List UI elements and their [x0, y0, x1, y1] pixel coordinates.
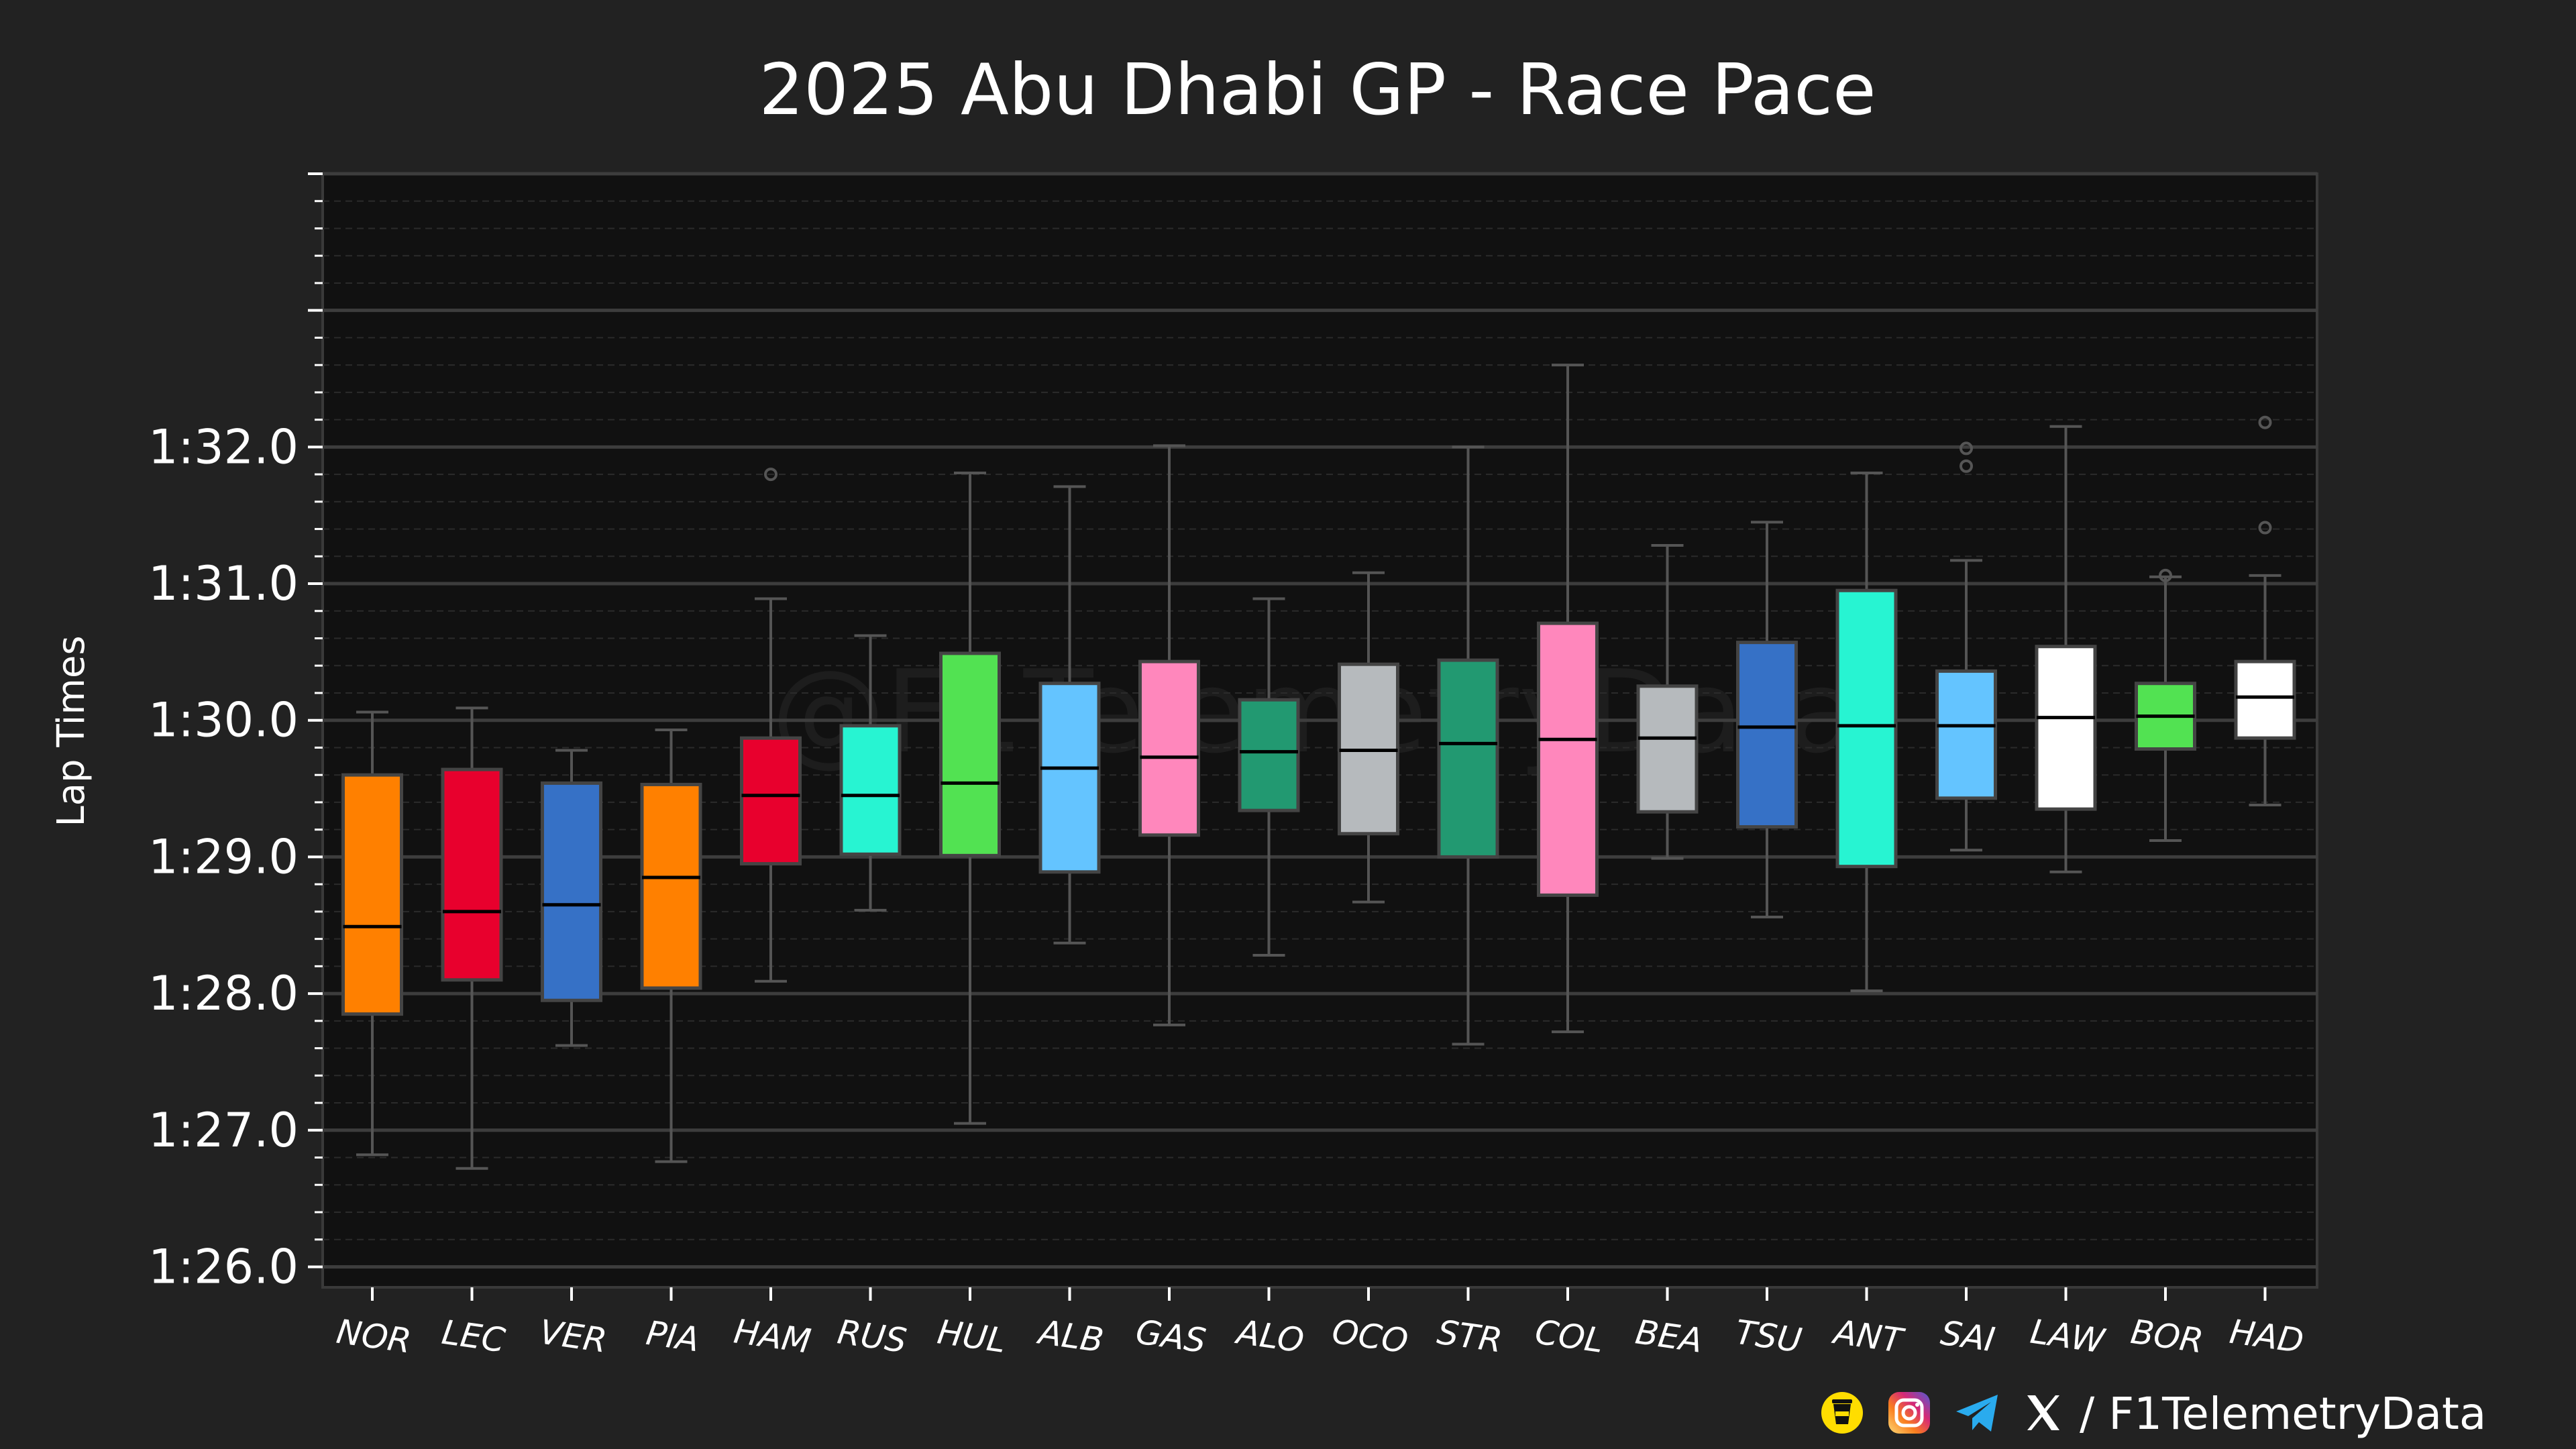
box-sai	[1935, 441, 1997, 852]
chart-title: 2025 Abu Dhabi GP - Race Pace	[759, 49, 1876, 131]
box-tsu	[1736, 521, 1798, 919]
footer-handle[interactable]: / F1TelemetryData	[2080, 1388, 2486, 1440]
x-tick-label-str: STR	[1435, 1313, 1505, 1360]
outlier-point	[1960, 459, 1973, 473]
y-tick-label: 1:30.0	[148, 693, 299, 748]
x-tick-label-rus: RUS	[835, 1312, 909, 1360]
box-nor	[341, 710, 403, 1157]
x-tick-label-alb: ALB	[1034, 1312, 1106, 1360]
box-law	[2035, 425, 2097, 873]
outlier-point	[764, 468, 777, 482]
x-tick-label-gas: GAS	[1133, 1312, 1208, 1360]
y-tick-label: 1:26.0	[148, 1239, 299, 1294]
box-lec	[441, 706, 503, 1170]
iqr-box	[541, 781, 602, 1002]
iqr-box	[1138, 659, 1200, 837]
x-logo-icon[interactable]	[2027, 1395, 2059, 1430]
x-tick-label-ver: VER	[537, 1312, 610, 1360]
box-rus	[839, 634, 902, 912]
iqr-box	[1736, 641, 1798, 829]
iqr-box	[740, 736, 802, 866]
footer: / F1TelemetryData	[1821, 1388, 2486, 1440]
iqr-box	[839, 724, 902, 856]
iqr-box	[2035, 645, 2097, 811]
x-tick-label-bea: BEA	[1633, 1312, 1705, 1360]
box-pia	[640, 728, 702, 1163]
iqr-box	[1935, 669, 1997, 800]
x-axis-ticks: NOR LEC VER PIA HAM RUS HUL ALB GAS ALO OCO STR COL B…	[334, 1287, 2306, 1361]
box-had	[2234, 415, 2296, 807]
box-ver	[541, 749, 602, 1047]
y-tick-label: 1:28.0	[148, 966, 299, 1021]
box-oco	[1338, 571, 1399, 904]
x-tick-label-sai: SAI	[1938, 1313, 1997, 1360]
x-tick-label-alo: ALO	[1232, 1312, 1306, 1360]
x-tick-label-tsu: TSU	[1733, 1313, 1804, 1360]
box-alb	[1038, 485, 1101, 945]
telegram-icon[interactable]	[1956, 1395, 1998, 1432]
y-tick-label: 1:31.0	[148, 556, 299, 611]
outlier-point	[2159, 568, 2172, 582]
iqr-box	[2234, 659, 2296, 740]
iqr-box	[1537, 621, 1599, 897]
box-ham	[740, 468, 802, 983]
y-axis-ticks: 1:26.0 1:27.0 1:28.0 1:29.0 1:30.0 1:31.0 1:32…	[148, 172, 323, 1294]
outlier-point	[2258, 415, 2272, 429]
y-tick-label: 1:27.0	[148, 1103, 299, 1158]
iqr-box	[1038, 682, 1101, 874]
box-hul	[939, 472, 1001, 1125]
iqr-box	[1835, 588, 1898, 869]
x-tick-label-col: COL	[1533, 1312, 1606, 1360]
outlier-point	[2258, 521, 2272, 535]
y-tick-label: 1:32.0	[148, 419, 299, 474]
iqr-box	[341, 773, 403, 1016]
box-col	[1537, 364, 1599, 1034]
box-ant	[1835, 472, 1898, 993]
iqr-box	[1636, 684, 1699, 814]
x-tick-label-hul: HUL	[935, 1312, 1008, 1360]
iqr-box	[1437, 658, 1499, 859]
box-str	[1437, 445, 1499, 1046]
y-tick-label: 1:29.0	[148, 829, 299, 884]
outlier-point	[1960, 441, 1973, 455]
box-gas	[1138, 444, 1200, 1026]
box-series	[341, 364, 2296, 1170]
grid-lines	[323, 172, 2317, 1269]
y-axis-label: Lap Times	[50, 635, 93, 826]
iqr-box	[939, 651, 1001, 857]
iqr-box	[640, 782, 702, 990]
x-tick-label-pia: PIA	[644, 1313, 702, 1359]
instagram-icon[interactable]	[1888, 1392, 1930, 1434]
box-bea	[1636, 544, 1699, 860]
coffee-cup-icon[interactable]	[1821, 1392, 1863, 1434]
iqr-box	[441, 767, 503, 982]
box-alo	[1238, 597, 1300, 957]
iqr-box	[1238, 698, 1300, 812]
box-bor	[2135, 568, 2196, 842]
x-tick-label-lec: LEC	[439, 1313, 508, 1360]
